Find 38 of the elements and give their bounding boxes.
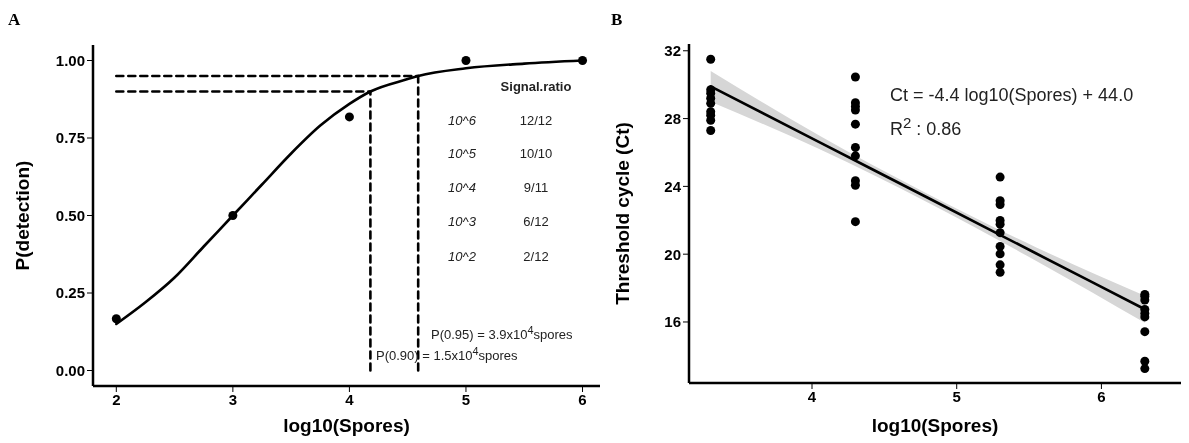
x-tick-label: 4 xyxy=(807,387,817,405)
y-tick-label: 0.00 xyxy=(55,361,85,379)
y-tick-label: 0.75 xyxy=(55,129,85,147)
x-tick-label: 5 xyxy=(461,390,471,408)
annotation: P(0.95) = 3.9x10$^{4}$spores xyxy=(431,323,573,343)
x-tick-label: 2 xyxy=(112,390,121,408)
annotation: 10/10 xyxy=(519,145,553,161)
annotation: Signal.ratio xyxy=(500,78,572,94)
annotation: 6/12 xyxy=(523,213,549,229)
x-tick-label: 4 xyxy=(345,390,355,408)
y-tick-label: 0.25 xyxy=(55,284,85,302)
annotation: 10^5 xyxy=(448,145,476,161)
x-axis-title: log10(Spores) xyxy=(283,415,410,436)
y-tick-label: 32 xyxy=(664,42,681,60)
y-tick-label: 24 xyxy=(664,177,682,195)
annotation: 12/12 xyxy=(519,112,553,128)
annotation: 10^2 xyxy=(448,248,476,264)
x-tick-label: 6 xyxy=(578,390,587,408)
y-axis-title: P(detection) xyxy=(11,160,33,271)
chart-title: A xyxy=(8,10,21,30)
y-tick-label: 0.50 xyxy=(55,206,85,224)
annotation: 9/11 xyxy=(523,179,549,195)
x-axis-title: log10(Spores) xyxy=(871,415,999,436)
y-tick-label: 1.00 xyxy=(55,51,85,69)
annotation: 10^4 xyxy=(448,179,476,195)
y-axis-title: Threshold cycle (Ct) xyxy=(611,122,633,305)
y-tick-label: 20 xyxy=(664,245,681,263)
annotation: R$^{2}$ : 0.86 xyxy=(890,114,962,140)
annotation: Ct = -4.4 log10(Spores) + 44.0 xyxy=(890,84,1134,106)
x-tick-label: 5 xyxy=(952,387,961,405)
x-tick-label: 6 xyxy=(1097,387,1106,405)
annotation: 10^6 xyxy=(448,112,476,128)
x-tick-label: 3 xyxy=(228,390,238,408)
annotation: 2/12 xyxy=(523,248,549,264)
chart-title: B xyxy=(611,10,623,30)
annotation: 10^3 xyxy=(448,213,476,229)
y-tick-label: 28 xyxy=(664,109,681,127)
y-tick-label: 16 xyxy=(664,313,681,331)
